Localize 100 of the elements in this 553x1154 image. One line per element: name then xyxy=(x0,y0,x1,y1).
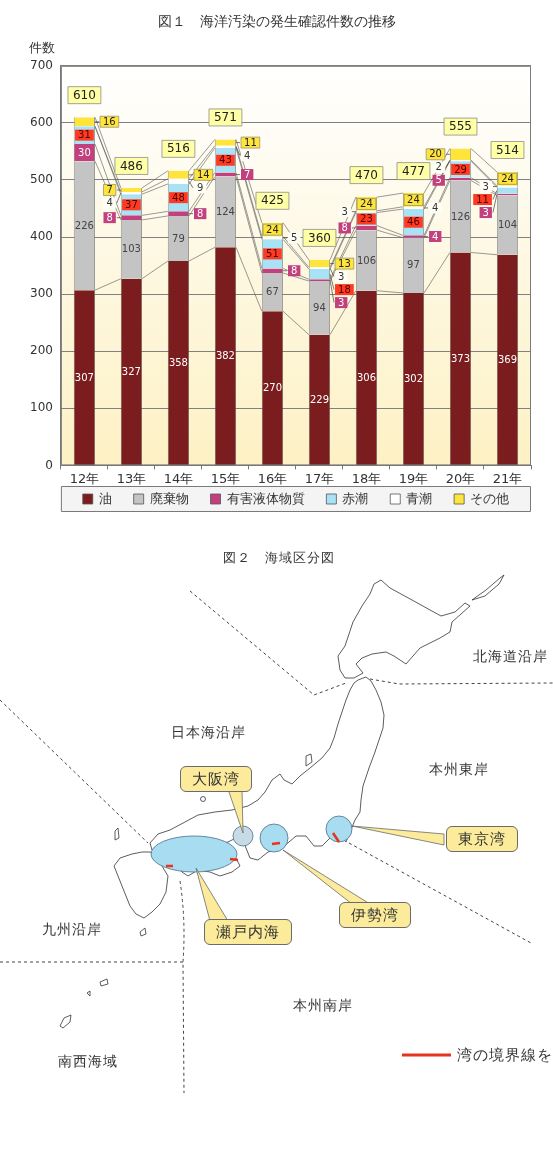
data-label: 3 xyxy=(482,206,489,218)
data-label: 7 xyxy=(244,168,251,180)
total-label: 571 xyxy=(213,110,237,125)
data-label: 48 xyxy=(172,191,185,203)
data-label: 11 xyxy=(244,136,257,148)
data-label: 124 xyxy=(215,206,235,218)
y-tick-label: 400 xyxy=(30,229,53,244)
total-label: 516 xyxy=(166,141,190,156)
data-label: 30 xyxy=(78,146,91,158)
data-label: 307 xyxy=(74,371,94,383)
text: 湾の境界線を xyxy=(457,1046,553,1064)
data-label: 51 xyxy=(266,247,279,259)
y-tick-label: 300 xyxy=(30,286,53,301)
data-label: 94 xyxy=(313,301,326,313)
total-label: 555 xyxy=(449,119,472,134)
data-label: 306 xyxy=(356,371,377,383)
x-tick-label: 17年 xyxy=(304,470,335,486)
data-label: 4 xyxy=(432,230,439,242)
legend-label: 有害液体物質 xyxy=(226,490,305,506)
legend-label: 油 xyxy=(98,490,112,506)
data-label: 3 xyxy=(482,180,489,192)
y-axis-title: 件数 xyxy=(28,40,55,56)
data-label: 2 xyxy=(435,161,442,173)
data-label: 8 xyxy=(341,222,348,234)
data-label: 369 xyxy=(497,353,518,365)
text: 本州南岸 xyxy=(293,996,353,1014)
total-label: 360 xyxy=(308,230,331,245)
x-tick-label: 15年 xyxy=(210,470,241,486)
data-label: 23 xyxy=(360,213,373,225)
data-label: 104 xyxy=(497,219,518,231)
data-label: 4 xyxy=(244,149,251,161)
data-label: 13 xyxy=(338,257,351,269)
y-tick-label: 600 xyxy=(30,115,53,130)
text: 瀬戸内海 xyxy=(204,919,292,945)
total-label: 514 xyxy=(496,142,519,157)
data-label: 16 xyxy=(102,115,116,127)
y-tick-label: 700 xyxy=(30,57,53,72)
total-label: 477 xyxy=(402,163,425,178)
data-label: 5 xyxy=(291,232,298,244)
total-label: 486 xyxy=(119,158,143,173)
data-label: 43 xyxy=(219,154,232,166)
data-label: 24 xyxy=(407,194,420,206)
data-label: 67 xyxy=(266,286,279,298)
text: 日本海沿岸 xyxy=(170,723,246,741)
data-label: 7 xyxy=(106,184,113,196)
data-label: 3 xyxy=(338,270,345,282)
y-tick-label: 500 xyxy=(30,172,53,187)
data-label: 9 xyxy=(197,181,204,193)
data-label: 4 xyxy=(106,197,113,209)
text: 本州東岸 xyxy=(429,760,489,778)
x-tick-label: 12年 xyxy=(69,470,100,486)
data-label: 31 xyxy=(78,129,91,141)
y-tick-label: 0 xyxy=(45,457,53,472)
chart-title: 図１ 海洋汚染の発生確認件数の推移 xyxy=(157,13,396,30)
text: 東京湾 xyxy=(446,826,518,852)
x-tick-label: 14年 xyxy=(163,470,194,486)
data-label: 24 xyxy=(360,198,373,210)
legend-label: 赤潮 xyxy=(342,490,369,506)
data-label: 327 xyxy=(121,365,141,377)
text: 図２ 海域区分図 xyxy=(223,550,335,566)
data-label: 8 xyxy=(197,207,204,219)
data-label: 3 xyxy=(341,205,348,217)
data-label: 5 xyxy=(435,174,442,186)
text: 九州沿岸 xyxy=(42,920,102,938)
data-label: 270 xyxy=(262,382,282,394)
data-label: 37 xyxy=(125,198,138,210)
data-label: 24 xyxy=(501,172,514,184)
data-label: 8 xyxy=(106,211,113,223)
text: 北海道沿岸 xyxy=(472,647,548,665)
x-tick-label: 20年 xyxy=(445,470,476,486)
data-label: 14 xyxy=(197,168,210,180)
x-tick-label: 13年 xyxy=(116,470,147,486)
y-tick-label: 100 xyxy=(30,400,53,415)
data-label: 20 xyxy=(429,148,442,160)
y-tick-label: 200 xyxy=(30,343,53,358)
data-label: 302 xyxy=(403,373,424,385)
legend-label: 青潮 xyxy=(406,490,433,506)
data-label: 8 xyxy=(291,264,298,276)
text: 大阪湾 xyxy=(180,766,252,792)
data-label: 229 xyxy=(309,393,329,405)
total-label: 425 xyxy=(260,193,284,208)
data-label: 126 xyxy=(450,210,471,222)
legend-label: 廃棄物 xyxy=(149,490,189,506)
data-label: 97 xyxy=(407,259,420,271)
total-label: 470 xyxy=(355,167,378,182)
data-label: 24 xyxy=(266,223,279,235)
x-tick-label: 21年 xyxy=(492,470,523,486)
data-label: 106 xyxy=(356,254,377,266)
x-tick-label: 16年 xyxy=(257,470,288,486)
data-label: 46 xyxy=(407,216,420,228)
data-label: 18 xyxy=(338,283,351,295)
data-label: 29 xyxy=(454,163,467,175)
data-label: 373 xyxy=(450,352,471,364)
data-label: 358 xyxy=(168,357,188,369)
text: 伊勢湾 xyxy=(339,902,411,928)
data-label: 79 xyxy=(172,232,185,244)
data-label: 103 xyxy=(121,243,141,255)
text: 南西海域 xyxy=(58,1052,118,1070)
legend-label: その他 xyxy=(470,490,510,506)
data-label: 226 xyxy=(74,219,94,231)
